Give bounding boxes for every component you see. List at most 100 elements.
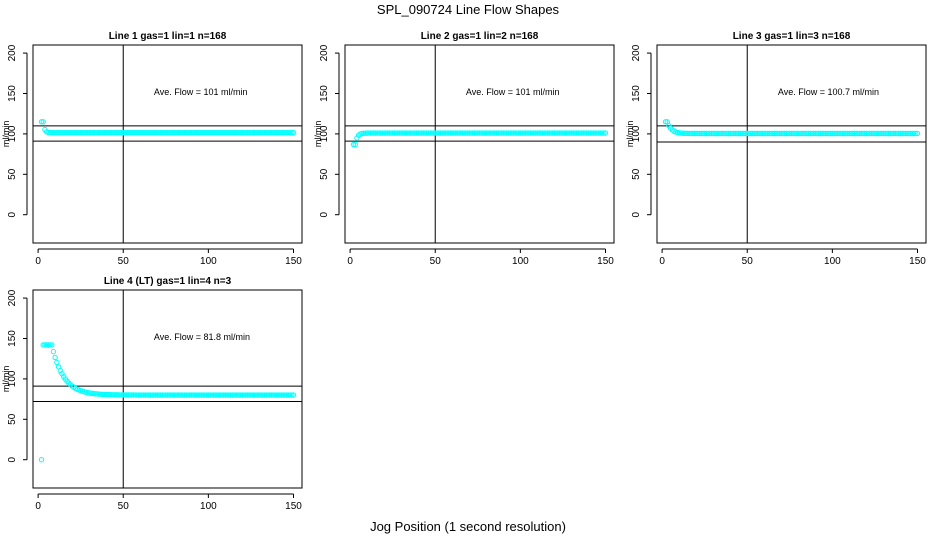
data-point (246, 129, 252, 136)
data-point (751, 130, 757, 137)
data-point (265, 129, 271, 136)
data-point (176, 129, 183, 136)
data-point (495, 130, 501, 136)
data-point (219, 129, 225, 136)
data-point (52, 129, 58, 136)
data-point (181, 392, 188, 398)
data-point (207, 392, 213, 398)
data-point (756, 130, 762, 137)
data-point (244, 129, 251, 136)
data-point (720, 130, 727, 137)
data-point (220, 129, 227, 136)
data-point (289, 392, 295, 398)
data-point (188, 129, 195, 136)
data-point (270, 129, 276, 136)
data-point (180, 392, 186, 398)
data-point (819, 130, 825, 137)
y-tick-label: 0 (631, 211, 642, 217)
data-point (504, 130, 510, 136)
data-point (595, 130, 602, 136)
data-point (737, 130, 744, 137)
data-point (151, 392, 157, 398)
data-point (703, 130, 710, 137)
data-point (149, 129, 155, 136)
data-point (771, 130, 778, 137)
data-point (434, 130, 440, 136)
y-tick-label: 50 (7, 168, 18, 180)
data-point (205, 392, 212, 398)
panel-title: Line 1 gas=1 lin=1 n=168 (109, 31, 227, 42)
data-point (783, 130, 790, 137)
data-point (248, 129, 254, 136)
x-tick-label: 0 (35, 256, 41, 267)
data-point (502, 130, 508, 136)
data-point (833, 130, 839, 137)
data-point (214, 392, 220, 398)
y-tick-label: 50 (319, 168, 330, 180)
data-point (180, 129, 186, 136)
x-tick-label: 50 (118, 501, 130, 512)
data-point (804, 130, 810, 137)
x-tick-label: 50 (430, 256, 442, 267)
data-point (219, 392, 225, 398)
data-point (851, 130, 858, 137)
data-point (469, 130, 476, 136)
data-point (186, 392, 193, 398)
data-point (60, 129, 67, 136)
data-point (500, 130, 507, 136)
data-point (371, 130, 377, 136)
data-point (509, 130, 515, 136)
data-point (149, 392, 155, 398)
x-tick-label: 150 (909, 256, 926, 267)
data-point (717, 130, 723, 137)
data-point (50, 348, 57, 355)
data-point (558, 130, 564, 136)
data-point (413, 130, 420, 136)
data-point (488, 130, 495, 136)
data-point (40, 119, 46, 125)
data-point (766, 130, 773, 137)
x-tick-label: 150 (285, 501, 302, 512)
data-point (120, 129, 126, 136)
x-tick-label: 100 (200, 256, 217, 267)
panel-title: Line 2 gas=1 lin=2 n=168 (421, 31, 539, 42)
data-point (207, 129, 213, 136)
data-point (137, 392, 143, 398)
data-point (894, 130, 900, 137)
data-point (108, 392, 115, 398)
data-point (848, 130, 854, 137)
data-point (718, 130, 725, 137)
data-point (101, 391, 108, 398)
data-point (38, 457, 45, 463)
data-point (560, 130, 566, 136)
data-point (810, 130, 817, 137)
data-point (261, 392, 268, 398)
data-point (551, 130, 558, 136)
data-point (693, 130, 699, 137)
data-point (62, 129, 69, 136)
data-point (175, 392, 181, 398)
data-point (166, 392, 172, 398)
data-point (100, 391, 106, 398)
data-point (759, 130, 766, 137)
data-point (492, 130, 498, 136)
data-point (236, 392, 242, 398)
data-point (374, 130, 381, 136)
data-point (350, 141, 357, 148)
data-point (800, 130, 807, 137)
data-point (49, 129, 55, 136)
data-point (884, 130, 890, 137)
data-point (590, 130, 597, 136)
data-point (140, 392, 147, 398)
data-point (197, 392, 203, 398)
data-point (181, 129, 188, 136)
data-point (561, 130, 568, 136)
data-point (161, 129, 167, 136)
data-point (788, 130, 795, 137)
data-point (72, 129, 79, 136)
data-point (54, 129, 60, 136)
data-point (115, 392, 121, 398)
data-point (821, 130, 827, 137)
data-point (239, 129, 246, 136)
data-point (585, 130, 592, 136)
